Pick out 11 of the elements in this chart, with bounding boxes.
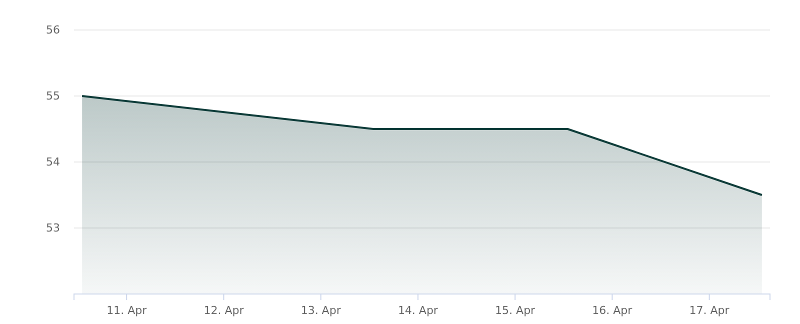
- x-tick-label: 14. Apr: [398, 304, 438, 317]
- y-tick-label: 53: [46, 222, 60, 235]
- x-tick-label: 12. Apr: [204, 304, 244, 317]
- x-tick-label: 17. Apr: [689, 304, 730, 317]
- y-tick-label: 54: [46, 156, 60, 169]
- y-tick-label: 56: [46, 24, 60, 37]
- x-tick-label: 11. Apr: [106, 304, 148, 317]
- y-tick-label: 55: [46, 90, 60, 103]
- x-tick-label: 16. Apr: [592, 304, 633, 317]
- x-tick-label: 15. Apr: [495, 304, 536, 317]
- x-tick-label: 13. Apr: [300, 304, 342, 317]
